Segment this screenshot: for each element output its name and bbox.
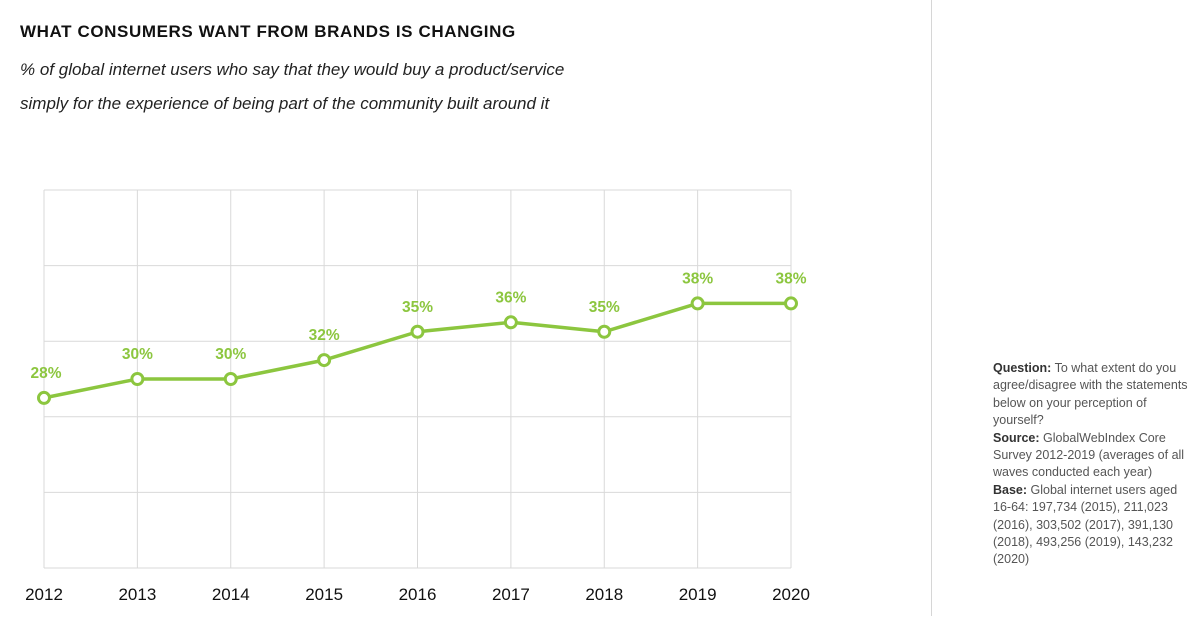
base-text: Global internet users aged 16-64: 197,73…	[993, 482, 1178, 567]
data-label-2013: 30%	[122, 346, 153, 363]
question-label: Question:	[993, 361, 1052, 375]
data-point-2014	[223, 372, 238, 386]
x-tick-label-2020: 2020	[772, 585, 810, 604]
chart-subtitle-line-2: simply for the experience of being part …	[20, 94, 550, 113]
data-point-2013	[130, 372, 145, 386]
data-label-2016: 35%	[402, 299, 433, 316]
data-point-2015	[317, 353, 332, 368]
x-tick-label-2014: 2014	[212, 585, 250, 604]
data-point-2020	[784, 296, 798, 311]
chart-notes: Question: To what extent do you agree/di…	[993, 360, 1188, 569]
data-point-2017	[503, 315, 518, 330]
source-label: Source:	[993, 430, 1040, 445]
data-label-2020: 38%	[775, 270, 806, 287]
data-point-2019	[690, 296, 705, 311]
chart-subtitle-line-1: % of global internet users who say that …	[20, 60, 565, 79]
question-text: To what extent do you agree/disagree wit…	[993, 361, 1188, 428]
data-label-2018: 35%	[589, 299, 620, 316]
data-label-2015: 32%	[309, 327, 340, 344]
chart-title: WHAT CONSUMERS WANT FROM BRANDS IS CHANG…	[20, 22, 516, 41]
data-label-2014: 30%	[215, 346, 246, 363]
data-point-2018	[597, 324, 612, 339]
vertical-divider	[931, 0, 932, 616]
x-tick-label-2013: 2013	[118, 585, 156, 604]
x-tick-label-2018: 2018	[585, 585, 623, 604]
base-label: Base:	[993, 482, 1028, 497]
x-tick-label-2016: 2016	[399, 585, 437, 604]
data-point-2012	[37, 390, 51, 405]
x-tick-label-2012: 2012	[25, 585, 63, 604]
data-label-2019: 38%	[682, 270, 713, 287]
x-tick-label-2019: 2019	[679, 585, 717, 604]
x-tick-label-2017: 2017	[492, 585, 530, 604]
data-label-2017: 36%	[495, 289, 526, 306]
line-chart: 28% 30% 30% 32% 35% 36% 35% 38% 38% 2012 2013 2014 2…	[25, 189, 810, 604]
data-point-2016	[410, 324, 425, 339]
source-text: GlobalWebIndex Core Survey 2012-2019 (av…	[993, 430, 1185, 480]
x-tick-label-2015: 2015	[305, 585, 343, 604]
data-label-2012: 28%	[30, 365, 61, 382]
